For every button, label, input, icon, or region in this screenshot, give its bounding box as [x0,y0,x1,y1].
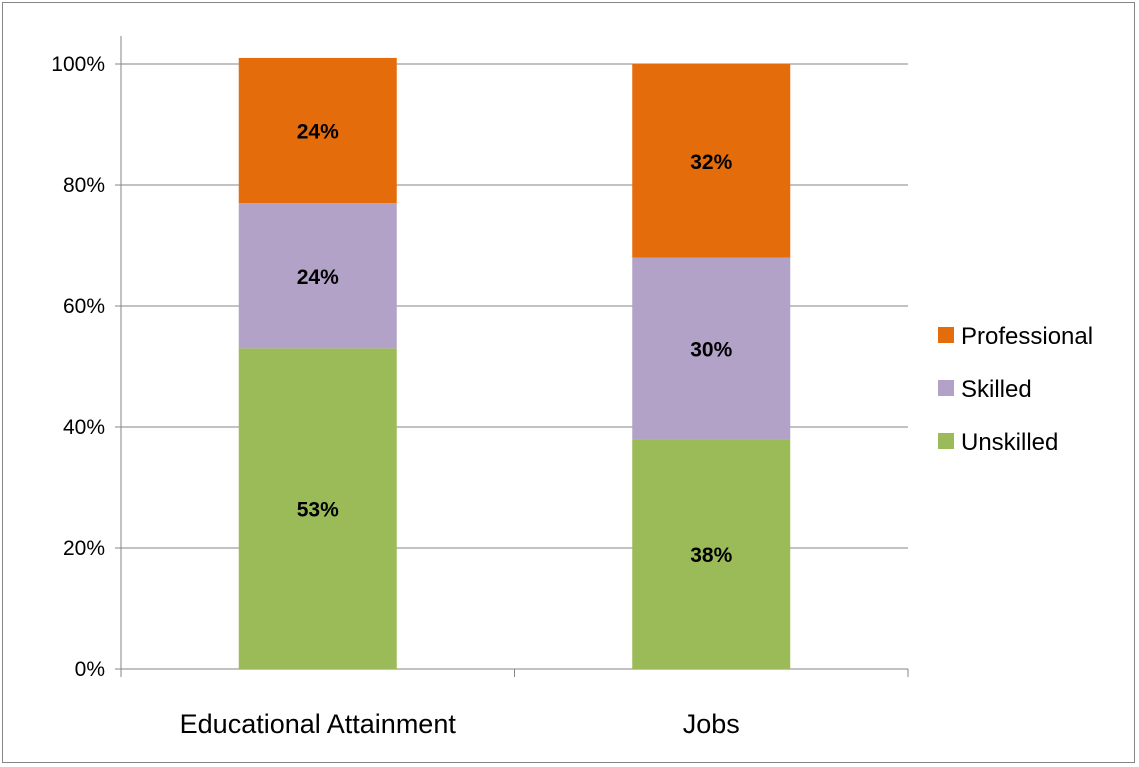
bar-segment [238,203,397,349]
y-tick-label: 20% [63,537,105,560]
legend-label: Skilled [961,376,1032,403]
bar-segment [632,439,791,669]
data-label: 38% [690,544,732,567]
y-tick-label: 80% [63,174,105,197]
y-tick-label: 100% [51,53,105,76]
x-category-label: Jobs [683,709,740,739]
data-label: 24% [297,121,339,144]
bar-segment [238,57,397,204]
legend-label: Professional [961,323,1093,350]
x-category-label: Educational Attainment [180,709,457,739]
bars [238,57,791,669]
bar-segment [238,348,397,669]
y-tick-label: 40% [63,416,105,439]
legend-swatch [938,380,954,396]
data-label: 30% [690,338,732,361]
y-tick-label: 60% [63,295,105,318]
data-label: 53% [297,499,339,522]
data-label: 32% [690,151,732,174]
data-labels: 53% 24% 24% 38% 30% 32% [297,121,733,567]
y-tick-label: 0% [75,658,105,681]
axes: 0% 20% 40% 60% 80% 100% Educational Attainment… [51,36,909,739]
legend-swatch [938,433,954,449]
bar-segment [632,64,791,258]
legend-swatch [938,327,954,343]
data-label: 24% [297,266,339,289]
bar-segment [632,257,791,440]
legend: Professional Skilled Unskilled [938,323,1093,456]
legend-label: Unskilled [961,429,1058,456]
